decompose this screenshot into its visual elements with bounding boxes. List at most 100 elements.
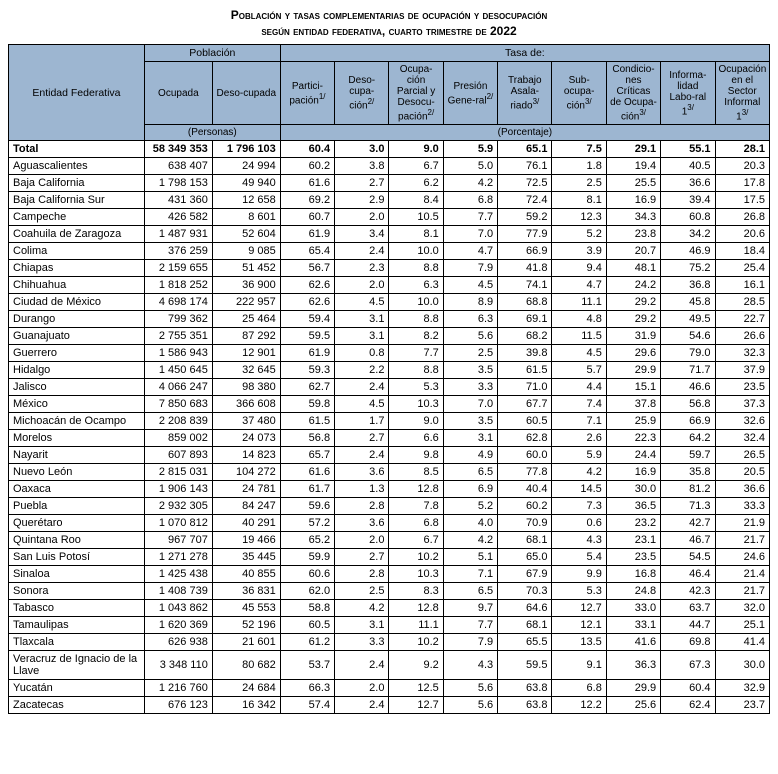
cell-rate: 4.0	[443, 515, 497, 532]
cell-rate: 42.3	[661, 583, 715, 600]
table-row: Tlaxcala626 93821 60161.23.310.27.965.51…	[9, 634, 770, 651]
cell-rate: 7.0	[443, 226, 497, 243]
cell-rate: 71.3	[661, 498, 715, 515]
table-row: Oaxaca1 906 14324 78161.71.312.86.940.41…	[9, 481, 770, 498]
cell-rate: 3.1	[335, 617, 389, 634]
cell-rate: 45.8	[661, 294, 715, 311]
cell-rate: 5.4	[552, 549, 606, 566]
cell-rate: 5.2	[552, 226, 606, 243]
cell-rate: 69.2	[280, 192, 334, 209]
cell-rate: 9.1	[552, 651, 606, 680]
cell-ocupada: 3 348 110	[144, 651, 212, 680]
cell-rate: 59.3	[280, 362, 334, 379]
header-presion: Presión Gene-ral2/	[443, 62, 497, 125]
cell-rate: 25.9	[606, 413, 660, 430]
cell-rate: 55.1	[661, 141, 715, 158]
cell-rate: 8.9	[443, 294, 497, 311]
header-population-group: Población	[144, 45, 280, 62]
cell-rate: 29.2	[606, 294, 660, 311]
cell-desocupada: 24 684	[212, 680, 280, 697]
cell-desocupada: 9 085	[212, 243, 280, 260]
cell-rate: 7.7	[389, 345, 443, 362]
cell-rate: 54.6	[661, 328, 715, 345]
cell-rate: 3.6	[335, 464, 389, 481]
cell-rate: 23.5	[606, 549, 660, 566]
cell-rate: 5.6	[443, 680, 497, 697]
cell-entity: Aguascalientes	[9, 158, 145, 175]
cell-rate: 41.8	[498, 260, 552, 277]
cell-ocupada: 4 698 174	[144, 294, 212, 311]
cell-rate: 59.9	[280, 549, 334, 566]
cell-rate: 2.4	[335, 379, 389, 396]
cell-entity: Morelos	[9, 430, 145, 447]
table-row: Nayarit607 89314 82365.72.49.84.960.05.9…	[9, 447, 770, 464]
table-row: San Luis Potosí1 271 27835 44559.92.710.…	[9, 549, 770, 566]
cell-rate: 24.8	[606, 583, 660, 600]
header-cond-crit: Condicio-nes Críticas de Ocupa-ción3/	[606, 62, 660, 125]
cell-entity: Guerrero	[9, 345, 145, 362]
header-subocup: Sub-ocupa-ción3/	[552, 62, 606, 125]
cell-rate: 39.4	[661, 192, 715, 209]
cell-rate: 36.6	[661, 175, 715, 192]
cell-rate: 61.5	[498, 362, 552, 379]
cell-rate: 11.5	[552, 328, 606, 345]
cell-rate: 60.5	[498, 413, 552, 430]
cell-rate: 36.8	[661, 277, 715, 294]
cell-ocupada: 7 850 683	[144, 396, 212, 413]
cell-ocupada: 1 487 931	[144, 226, 212, 243]
cell-entity: Tamaulipas	[9, 617, 145, 634]
cell-desocupada: 35 445	[212, 549, 280, 566]
header-participacion: Partici-pación1/	[280, 62, 334, 125]
cell-rate: 4.5	[335, 396, 389, 413]
cell-desocupada: 12 901	[212, 345, 280, 362]
cell-rate: 12.2	[552, 697, 606, 714]
table-row: Sonora1 408 73936 83162.02.58.36.570.35.…	[9, 583, 770, 600]
cell-rate: 9.0	[389, 141, 443, 158]
cell-rate: 56.8	[280, 430, 334, 447]
cell-ocupada: 4 066 247	[144, 379, 212, 396]
table-row: Guerrero1 586 94312 90161.90.87.72.539.8…	[9, 345, 770, 362]
cell-rate: 21.7	[715, 532, 770, 549]
cell-rate: 46.9	[661, 243, 715, 260]
cell-rate: 81.2	[661, 481, 715, 498]
cell-rate: 41.4	[715, 634, 770, 651]
cell-rate: 7.4	[552, 396, 606, 413]
cell-ocupada: 1 408 739	[144, 583, 212, 600]
header-ocupada: Ocupada	[144, 62, 212, 125]
table-row: Chihuahua1 818 25236 90062.62.06.34.574.…	[9, 277, 770, 294]
cell-entity: Nuevo León	[9, 464, 145, 481]
cell-rate: 70.3	[498, 583, 552, 600]
cell-desocupada: 8 601	[212, 209, 280, 226]
cell-rate: 75.2	[661, 260, 715, 277]
cell-ocupada: 1 450 645	[144, 362, 212, 379]
table-row: Zacatecas676 12316 34257.42.412.75.663.8…	[9, 697, 770, 714]
cell-ocupada: 859 002	[144, 430, 212, 447]
cell-rate: 2.9	[335, 192, 389, 209]
cell-entity: Sonora	[9, 583, 145, 600]
cell-rate: 69.1	[498, 311, 552, 328]
cell-rate: 13.5	[552, 634, 606, 651]
cell-rate: 16.9	[606, 192, 660, 209]
cell-rate: 4.7	[552, 277, 606, 294]
cell-rate: 66.9	[661, 413, 715, 430]
cell-rate: 63.8	[498, 697, 552, 714]
cell-rate: 22.7	[715, 311, 770, 328]
header-rate-group: Tasa de:	[280, 45, 769, 62]
cell-rate: 23.7	[715, 697, 770, 714]
cell-rate: 25.1	[715, 617, 770, 634]
cell-rate: 33.0	[606, 600, 660, 617]
cell-rate: 6.5	[443, 583, 497, 600]
cell-rate: 71.7	[661, 362, 715, 379]
cell-rate: 34.3	[606, 209, 660, 226]
cell-rate: 4.8	[552, 311, 606, 328]
cell-rate: 53.7	[280, 651, 334, 680]
cell-rate: 61.2	[280, 634, 334, 651]
cell-rate: 10.0	[389, 294, 443, 311]
cell-rate: 23.8	[606, 226, 660, 243]
cell-rate: 21.9	[715, 515, 770, 532]
cell-ocupada: 1 070 812	[144, 515, 212, 532]
cell-rate: 7.1	[443, 566, 497, 583]
cell-rate: 33.3	[715, 498, 770, 515]
cell-rate: 7.1	[552, 413, 606, 430]
table-row: Ciudad de México4 698 174222 95762.64.51…	[9, 294, 770, 311]
